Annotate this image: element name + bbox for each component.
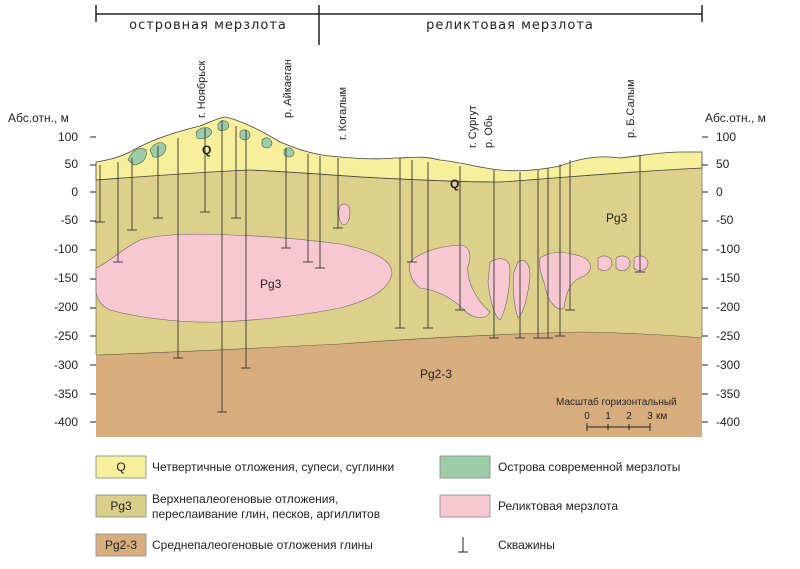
- axis-ticks-left: 100 50 0 -50 -100 -150 -200 -250 -300 -3…: [54, 130, 78, 429]
- legend-text-modern: Острова современной мерзлоты: [498, 460, 680, 474]
- legend: Q Четвертичные отложения, супеси, суглин…: [95, 455, 680, 557]
- relict-permafrost: [95, 203, 649, 323]
- legend-text-q: Четвертичные отложения, супеси, суглинки: [152, 460, 394, 474]
- relict-lens-main: [95, 233, 393, 323]
- legend-swatch-modern: [439, 455, 491, 479]
- tick-right: -300: [716, 358, 740, 372]
- location-label: г. Когалым: [337, 87, 349, 140]
- tick-right: -350: [716, 387, 740, 401]
- zone-label-island: островная мерзлота: [129, 18, 287, 33]
- tick-right: 50: [716, 157, 730, 171]
- legend-code-q: Q: [116, 460, 125, 474]
- scale-bar: Масштаб горизонтальный 0 1 2 3 км: [556, 396, 677, 431]
- label-pg3-lens: Pg3: [260, 277, 282, 291]
- tick-left: -150: [54, 271, 78, 285]
- tick-left: -350: [54, 387, 78, 401]
- scale-tick: 2: [626, 411, 632, 422]
- layer-pg23: [96, 332, 702, 437]
- label-pg23: Pg2-3: [420, 367, 452, 381]
- legend-swatch-relict: [439, 494, 491, 518]
- scale-tick: 3: [647, 411, 653, 422]
- location-label: г. Сургут: [467, 105, 479, 148]
- legend-code-pg3: Pg3: [110, 499, 132, 513]
- location-labels: г. Ноябрьск р. Айкаеган г. Когалым г. Су…: [196, 59, 637, 148]
- label-q-right: Q: [450, 177, 459, 191]
- axis-ticks-right: 100 50 0 -50 -100 -150 -200 -250 -300 -3…: [716, 130, 740, 429]
- tick-right: -200: [716, 300, 740, 314]
- axis-title-right: Абс.отн., м: [705, 111, 766, 125]
- tick-left: -400: [54, 415, 78, 429]
- label-q-left: Q: [202, 143, 211, 157]
- tick-right: -250: [716, 329, 740, 343]
- tick-left: 50: [65, 157, 79, 171]
- label-pg3-upper: Pg3: [606, 211, 628, 225]
- tick-left: 0: [71, 185, 78, 199]
- modern-permafrost: [127, 120, 295, 166]
- location-label: р. Б.Салым: [625, 79, 637, 138]
- tick-right: -400: [716, 415, 740, 429]
- legend-text-pg3-line1: Верхнепалеогеновые отложения,: [152, 492, 338, 506]
- scale-tick: 0: [584, 411, 590, 422]
- zone-header: островная мерзлота реликтовая мерзлота: [95, 5, 703, 45]
- tick-left: -300: [54, 358, 78, 372]
- location-label: р. Айкаеган: [282, 59, 294, 118]
- borehole-icon: [458, 537, 468, 553]
- tick-marks: [90, 136, 708, 423]
- tick-right: -150: [716, 271, 740, 285]
- legend-swatch-pg3: [95, 494, 147, 518]
- tick-right: 100: [716, 130, 736, 144]
- tick-left: 100: [58, 130, 78, 144]
- tick-right: 0: [716, 185, 723, 199]
- layer-q: [95, 116, 703, 183]
- legend-text-pg23: Среднепалеогеновые отложения глины: [152, 538, 373, 552]
- legend-text-boreholes: Скважины: [498, 538, 555, 552]
- tick-right: -50: [716, 213, 734, 227]
- location-label: г. Ноябрьск: [196, 61, 208, 118]
- location-label: р. Обь: [483, 115, 495, 148]
- scale-title: Масштаб горизонтальный: [556, 396, 677, 408]
- tick-left: -250: [54, 329, 78, 343]
- zone-label-relict: реликтовая мерзлота: [426, 18, 594, 33]
- legend-text-relict: Реликтовая мерзлота: [498, 499, 618, 513]
- tick-right: -100: [716, 242, 740, 256]
- scale-unit: км: [656, 411, 667, 422]
- tick-left: -50: [61, 213, 79, 227]
- axis-title-left: Абс.отн., м: [8, 111, 69, 125]
- boreholes: [95, 120, 645, 413]
- legend-swatch-pg23: [95, 533, 147, 557]
- scale-tick: 1: [605, 411, 611, 422]
- tick-left: -200: [54, 300, 78, 314]
- legend-code-pg23: Pg2-3: [105, 538, 137, 552]
- legend-text-pg3-line2: переслаивание глин, песков, аргиллитов: [152, 507, 380, 521]
- tick-left: -100: [54, 242, 78, 256]
- legend-swatch-q: [95, 455, 147, 479]
